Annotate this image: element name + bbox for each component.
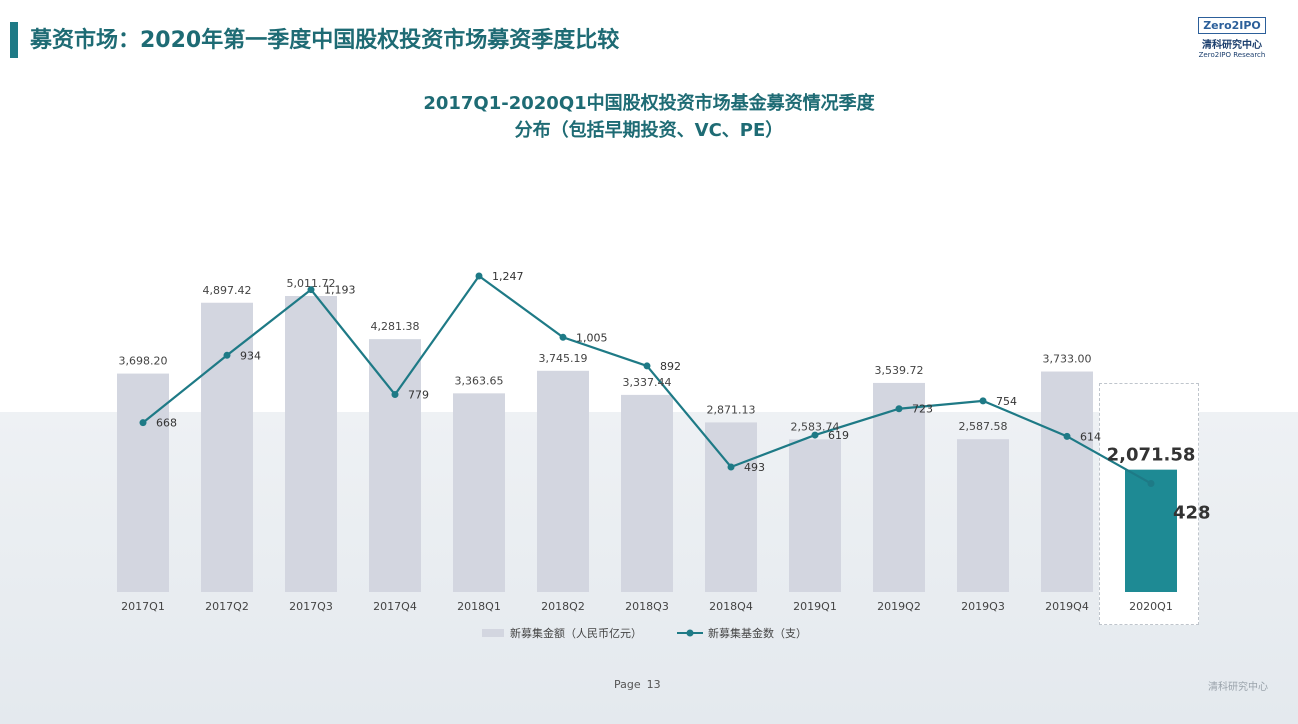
- logo-cn-text: 清科研究中心: [1202, 40, 1262, 51]
- line-point: [895, 405, 903, 413]
- line-point: [559, 333, 567, 341]
- line-value-label: 754: [996, 395, 1017, 408]
- x-tick-label: 2017Q3: [289, 600, 333, 613]
- x-tick-label: 2017Q4: [373, 600, 417, 613]
- bar-value-label: 2,583.74: [791, 420, 840, 433]
- chart-title-line2: 分布（包括早期投资、VC、PE）: [514, 120, 784, 141]
- bar: [789, 439, 841, 592]
- bar-value-label: 2,071.58: [1107, 445, 1196, 466]
- line-value-label: 779: [408, 389, 429, 402]
- zero2ipo-logo: Zero2IPO 清科研究中心 Zero2IPO Research: [1196, 14, 1268, 59]
- x-tick-label: 2018Q3: [625, 600, 669, 613]
- bar-value-label: 2,871.13: [707, 403, 756, 416]
- bar: [705, 422, 757, 592]
- bar-value-label: 3,733.00: [1043, 353, 1092, 366]
- bar-value-label: 4,281.38: [371, 320, 420, 333]
- line-value-label: 614: [1080, 430, 1101, 443]
- line-point: [811, 431, 819, 439]
- page-value: 13: [646, 678, 661, 691]
- bar: [201, 302, 253, 592]
- bar: [453, 393, 505, 592]
- line-value-label: 668: [156, 417, 177, 430]
- bar: [957, 439, 1009, 592]
- bar: [285, 296, 337, 592]
- logo-mark: Zero2IPO: [1198, 17, 1266, 34]
- chart-title: 2017Q1-2020Q1中国股权投资市场基金募资情况季度 分布（包括早期投资、…: [0, 90, 1298, 144]
- line-value-label: 934: [240, 349, 261, 362]
- page-label: Page: [614, 678, 641, 691]
- line-point: [643, 362, 651, 370]
- line-point: [979, 397, 987, 405]
- bar-value-label: 3,337.44: [623, 376, 672, 389]
- x-tick-label: 2020Q1: [1129, 600, 1173, 613]
- line-point: [139, 419, 147, 427]
- line-point: [1063, 432, 1071, 440]
- line-value-label: 493: [744, 461, 765, 474]
- bar: [1041, 371, 1093, 592]
- bar-value-label: 5,011.72: [287, 277, 336, 290]
- line-value-label: 1,247: [492, 270, 524, 283]
- page-number: Page 13: [608, 678, 661, 691]
- line-point: [475, 272, 483, 280]
- line-value-label: 723: [912, 403, 933, 416]
- line-point: [391, 391, 399, 399]
- x-tick-label: 2019Q4: [1045, 600, 1089, 613]
- line-value-label: 619: [828, 429, 849, 442]
- bar-value-label: 3,539.72: [875, 364, 924, 377]
- x-tick-label: 2018Q2: [541, 600, 585, 613]
- page-title: 募资市场：2020年第一季度中国股权投资市场募资季度比较: [30, 28, 620, 53]
- x-tick-label: 2018Q4: [709, 600, 753, 613]
- bar: [1125, 469, 1177, 592]
- x-tick-label: 2018Q1: [457, 600, 501, 613]
- bar: [873, 382, 925, 592]
- bar: [621, 394, 673, 592]
- logo-en-text: Zero2IPO Research: [1198, 51, 1266, 59]
- legend-bar-label: 新募集金额（人民币亿元）: [510, 626, 642, 640]
- bar-value-label: 2,587.58: [959, 420, 1008, 433]
- line-point: [223, 351, 231, 359]
- footer-brand: 清科研究中心: [1208, 682, 1268, 693]
- x-tick-label: 2017Q1: [121, 600, 165, 613]
- legend-bar-swatch: [482, 629, 504, 637]
- legend-line-label: 新募集基金数（支）: [708, 626, 807, 640]
- bar: [369, 339, 421, 592]
- x-tick-label: 2019Q3: [961, 600, 1005, 613]
- bar-value-label: 3,698.20: [119, 355, 168, 368]
- bar-value-label: 4,897.42: [203, 284, 252, 297]
- line-value-label: 892: [660, 360, 681, 373]
- x-tick-label: 2017Q2: [205, 600, 249, 613]
- x-tick-label: 2019Q1: [793, 600, 837, 613]
- bar: [537, 370, 589, 592]
- line-point: [307, 286, 315, 294]
- chart-title-line1: 2017Q1-2020Q1中国股权投资市场基金募资情况季度: [423, 93, 875, 114]
- x-tick-label: 2019Q2: [877, 600, 921, 613]
- line-point: [727, 463, 735, 471]
- bar: [117, 373, 169, 592]
- line-point: [1147, 479, 1155, 487]
- title-accent-bar: [10, 22, 18, 58]
- line-value-label: 428: [1173, 502, 1211, 523]
- bar-value-label: 3,363.65: [455, 374, 504, 387]
- bar-value-label: 3,745.19: [539, 352, 588, 365]
- line-value-label: 1,193: [324, 284, 356, 297]
- legend-line-marker: [686, 629, 694, 637]
- line-value-label: 1,005: [576, 331, 608, 344]
